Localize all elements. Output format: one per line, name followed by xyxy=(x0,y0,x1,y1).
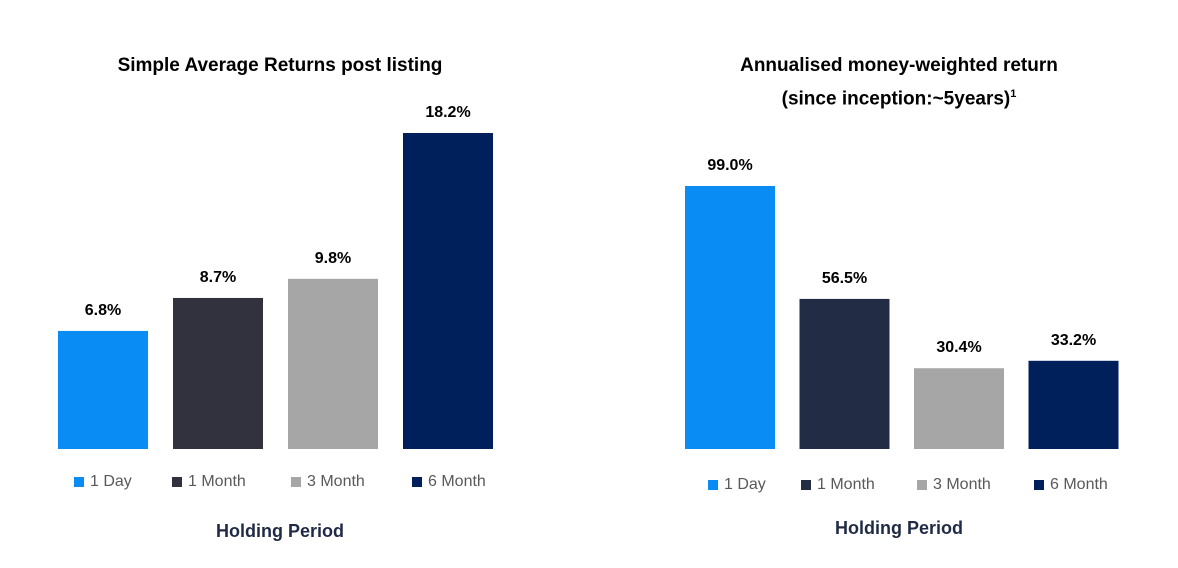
footnote-marker: 1 xyxy=(1010,88,1017,100)
bar-3-month xyxy=(288,278,378,449)
chart-subtitle: (since inception:~5years)1 xyxy=(620,80,1178,113)
legend-item: 3 Month xyxy=(291,473,365,491)
bar-6-month xyxy=(1028,360,1119,449)
legend-item: 1 Month xyxy=(801,476,875,494)
legend-label: 6 Month xyxy=(1050,476,1108,493)
data-label: 6.8% xyxy=(85,302,121,319)
data-label: 18.2% xyxy=(425,104,470,121)
legend-item: 1 Day xyxy=(74,473,132,491)
data-label: 30.4% xyxy=(936,339,981,356)
chart-subtitle-text: (since inception:~5years) xyxy=(781,88,1011,110)
legend-swatch xyxy=(801,480,811,490)
legend-item: 1 Month xyxy=(172,473,246,491)
chart-annualised-money-weighted-return: Annualised money-weighted return (since … xyxy=(620,0,1178,568)
legend-item: 6 Month xyxy=(1034,476,1108,494)
legend-label: 1 Day xyxy=(724,476,766,493)
legend-item: 3 Month xyxy=(917,476,991,494)
legend-label: 1 Month xyxy=(817,476,875,493)
legend-item: 1 Day xyxy=(708,476,766,494)
legend-label: 6 Month xyxy=(428,473,486,490)
legend-swatch xyxy=(412,477,422,487)
bar-plot-area: 6.8% 8.7% 9.8% 18.2% xyxy=(58,104,493,449)
legend-item: 6 Month xyxy=(412,473,486,491)
legend-swatch xyxy=(708,480,718,490)
bar-3-month xyxy=(914,368,1004,449)
legend-label: 3 Month xyxy=(307,473,365,490)
data-label: 8.7% xyxy=(200,269,236,286)
legend-swatch xyxy=(172,477,182,487)
legend: 1 Day 1 Month 3 Month 6 Month xyxy=(0,473,560,497)
chart-simple-average-returns: Simple Average Returns post listing 6.8%… xyxy=(0,0,560,568)
legend-swatch xyxy=(74,477,84,487)
bar-1-day xyxy=(685,186,775,449)
data-label: 56.5% xyxy=(822,270,867,287)
chart-title: Annualised money-weighted return xyxy=(740,55,1058,76)
x-axis-label: Holding Period xyxy=(216,521,344,541)
legend: 1 Day 1 Month 3 Month 6 Month xyxy=(620,476,1178,500)
bar-plot-area: 99.0% 56.5% 30.4% 33.2% xyxy=(685,157,1119,449)
data-label: 9.8% xyxy=(315,250,351,267)
legend-swatch xyxy=(1034,480,1044,490)
bar-1-month xyxy=(173,297,263,449)
legend-label: 1 Day xyxy=(90,473,132,490)
bar-6-month xyxy=(403,133,493,449)
bar-1-month xyxy=(799,298,890,449)
legend-swatch xyxy=(917,480,927,490)
chart-title: Simple Average Returns post listing xyxy=(117,55,443,76)
legend-label: 1 Month xyxy=(188,473,246,490)
legend-label: 3 Month xyxy=(933,476,991,493)
data-label: 99.0% xyxy=(707,157,752,174)
data-label: 33.2% xyxy=(1051,332,1096,349)
legend-swatch xyxy=(291,477,301,487)
x-axis-label: Holding Period xyxy=(835,518,963,538)
bar-1-day xyxy=(58,330,148,449)
